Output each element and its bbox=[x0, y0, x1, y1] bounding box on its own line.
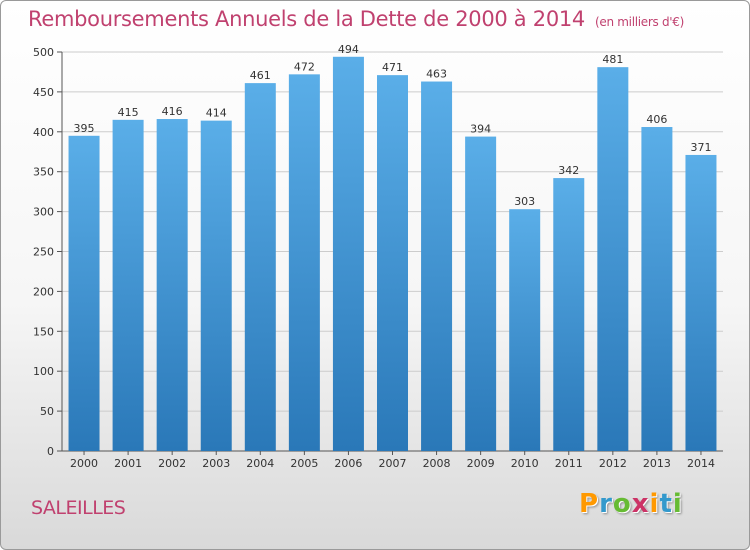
bar bbox=[641, 127, 673, 452]
data-label: 463 bbox=[426, 68, 447, 81]
logo-letter: t bbox=[659, 489, 673, 519]
x-tick-label: 2011 bbox=[555, 457, 583, 470]
data-label: 472 bbox=[294, 60, 315, 73]
y-tick-label: 400 bbox=[33, 126, 54, 139]
y-tick-label: 100 bbox=[33, 365, 54, 378]
bar bbox=[509, 209, 541, 451]
bar bbox=[68, 135, 100, 452]
bar bbox=[288, 74, 320, 452]
data-label: 414 bbox=[206, 107, 227, 120]
x-tick-label: 2013 bbox=[643, 457, 671, 470]
bar bbox=[332, 56, 364, 452]
bar bbox=[685, 154, 717, 451]
x-tick-label: 2008 bbox=[423, 457, 451, 470]
bars bbox=[68, 56, 717, 452]
y-tick-label: 300 bbox=[33, 206, 54, 219]
x-tick-label: 2010 bbox=[511, 457, 539, 470]
bar bbox=[200, 120, 232, 452]
logo-letter: i bbox=[672, 489, 683, 519]
y-tick-label: 50 bbox=[40, 405, 54, 418]
data-label: 406 bbox=[646, 113, 667, 126]
x-tick-label: 2014 bbox=[687, 457, 715, 470]
x-tick-label: 2009 bbox=[467, 457, 495, 470]
bar bbox=[112, 119, 144, 451]
bar bbox=[377, 75, 408, 451]
data-label: 461 bbox=[250, 69, 271, 82]
y-tick-labels: 0 50 100 150 200 250 300 350 400 450 500 bbox=[33, 46, 54, 458]
x-tick-label: 2003 bbox=[202, 457, 230, 470]
bar bbox=[597, 67, 629, 452]
x-tick-label: 2005 bbox=[290, 457, 318, 470]
data-label: 416 bbox=[162, 105, 183, 118]
y-tick-label: 250 bbox=[33, 246, 54, 259]
x-tick-label: 2002 bbox=[158, 457, 186, 470]
data-label: 481 bbox=[602, 53, 623, 66]
bar bbox=[421, 81, 453, 451]
y-tick-label: 500 bbox=[33, 46, 54, 59]
logo-letter: r bbox=[599, 489, 613, 519]
data-labels: 395 415 416 414 461 472 494 471 463 394 303 342 481 4… bbox=[74, 43, 712, 208]
data-label: 342 bbox=[558, 164, 579, 177]
bar bbox=[553, 178, 585, 452]
data-label: 415 bbox=[118, 106, 139, 119]
unit-label: (en milliers d'€) bbox=[595, 15, 685, 29]
data-label: 303 bbox=[514, 195, 535, 208]
data-label: 371 bbox=[690, 141, 711, 154]
city-name: SALEILLES bbox=[31, 497, 126, 519]
bar bbox=[244, 83, 276, 451]
data-label: 394 bbox=[470, 123, 491, 136]
y-tick-label: 150 bbox=[33, 325, 54, 338]
logo-letter: i bbox=[649, 489, 660, 519]
logo-letter: P bbox=[579, 489, 600, 519]
y-tick-label: 350 bbox=[33, 166, 54, 179]
y-tick-label: 0 bbox=[47, 445, 54, 458]
bar bbox=[156, 119, 188, 452]
x-tick-label: 2012 bbox=[599, 457, 627, 470]
x-tick-label: 2000 bbox=[70, 457, 98, 470]
data-label: 471 bbox=[382, 61, 403, 74]
x-tick-label: 2004 bbox=[246, 457, 274, 470]
logo-letter: o bbox=[612, 489, 632, 519]
data-label: 494 bbox=[338, 43, 359, 56]
y-tick-label: 450 bbox=[33, 86, 54, 99]
x-tick-label: 2007 bbox=[379, 457, 407, 470]
chart-title: Remboursements Annuels de la Dette de 20… bbox=[28, 7, 684, 31]
bar bbox=[465, 136, 497, 451]
x-tick-label: 2001 bbox=[114, 457, 142, 470]
x-tick-label: 2006 bbox=[334, 457, 362, 470]
y-tick-label: 200 bbox=[33, 285, 54, 298]
x-tick-labels: 2000 2001 2002 2003 2004 2005 2006 2007 2008 2009… bbox=[70, 457, 715, 470]
data-label: 395 bbox=[74, 122, 95, 135]
logo-letter: x bbox=[631, 489, 650, 519]
chart-title-text: Remboursements Annuels de la Dette de 20… bbox=[28, 7, 585, 31]
proxiti-logo: Proxiti bbox=[579, 489, 683, 519]
